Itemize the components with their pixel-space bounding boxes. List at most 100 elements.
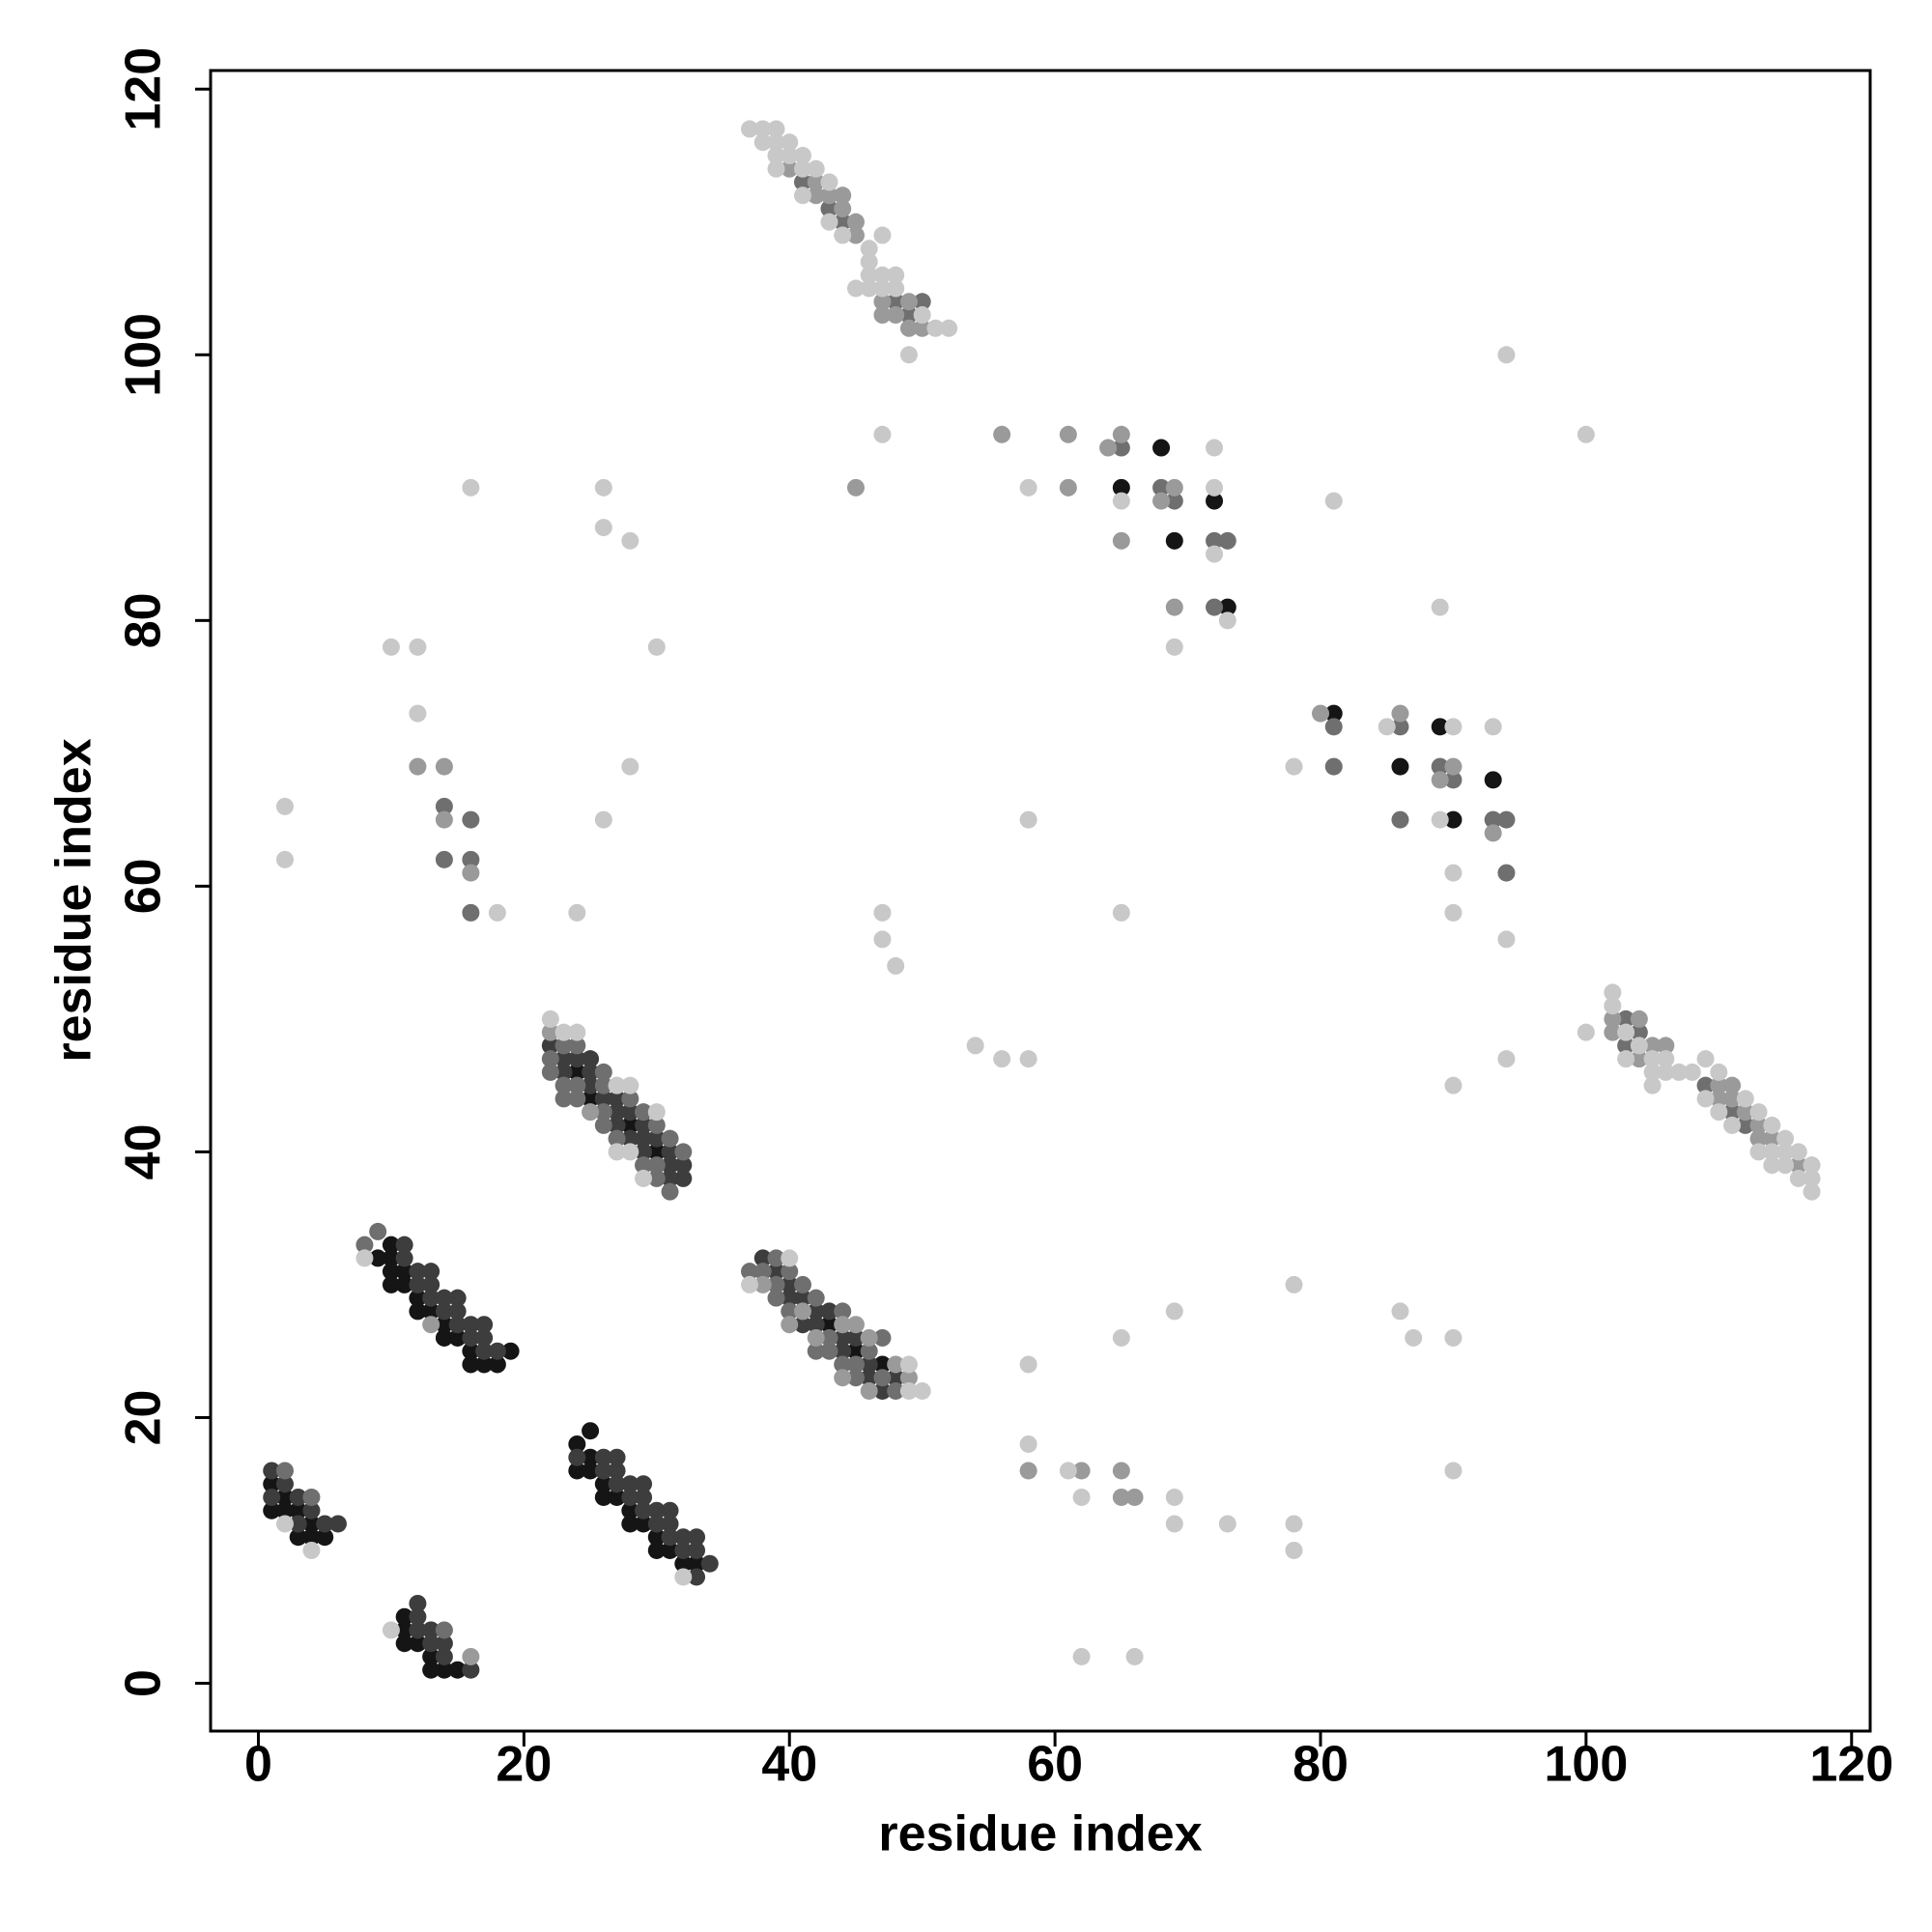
point [1630,1050,1648,1068]
point [661,1143,679,1161]
point [289,1488,307,1506]
point [1165,478,1183,497]
point [753,1275,772,1293]
point [1803,1182,1821,1201]
point [674,1169,693,1187]
point [1059,425,1077,443]
point [1484,718,1502,736]
point [263,1475,281,1493]
point [834,1355,852,1374]
point [316,1528,334,1547]
point [541,1009,559,1028]
point [647,1169,666,1187]
point [621,1501,639,1520]
point [781,1302,799,1321]
point [302,1515,321,1533]
point [554,1076,573,1094]
point [1112,439,1130,457]
point [554,1063,573,1081]
point [541,1023,559,1041]
y-tick-label: 80 [116,592,172,648]
point [767,1249,785,1267]
point [1789,1143,1807,1161]
point [1324,718,1343,736]
point [621,757,639,776]
point [1165,492,1183,510]
point [275,850,294,868]
point [860,1342,878,1360]
point [1497,864,1516,882]
point [554,1090,573,1108]
point [621,1475,639,1493]
point [1019,478,1037,497]
point [913,319,931,337]
point [846,1328,865,1347]
x-tick-label: 100 [1544,1737,1628,1793]
point [568,1063,586,1081]
point [568,1435,586,1453]
point [594,1448,612,1466]
point [635,1169,653,1187]
point [289,1501,307,1520]
point [793,173,811,191]
point [860,1369,878,1387]
point [409,1594,427,1612]
point [993,425,1011,443]
point [1776,1129,1795,1148]
point [1059,478,1077,497]
point [1763,1129,1781,1148]
point [1218,1515,1236,1533]
point [422,1621,440,1639]
point [422,1634,440,1653]
point [860,1355,878,1374]
point [846,213,865,231]
point [1206,545,1224,563]
point [554,1023,573,1041]
point [568,1090,586,1108]
point [1630,1023,1648,1041]
point [1444,864,1463,882]
point [382,1275,400,1293]
point [1604,997,1622,1015]
point [435,1634,453,1653]
point [781,1263,799,1281]
point [608,1448,626,1466]
point [448,1316,467,1334]
point [1072,1462,1091,1480]
point [899,346,918,364]
point [1072,1488,1091,1506]
point [488,903,506,922]
point [1484,771,1502,789]
point [913,1381,931,1400]
point [302,1488,321,1506]
point [582,1076,600,1094]
point [1604,983,1622,1002]
point [793,1316,811,1334]
point [263,1501,281,1520]
point [1723,1116,1742,1134]
point [462,864,480,882]
point [635,1129,653,1148]
point [753,120,772,138]
point [1206,598,1224,616]
point [807,1342,825,1360]
point [781,1289,799,1307]
point [674,1554,693,1573]
point [395,1634,413,1653]
point [1019,1050,1037,1068]
point [448,1661,467,1679]
point [1152,439,1171,457]
point [767,120,785,138]
point [1019,1462,1037,1480]
point [873,306,892,325]
point [1165,1515,1183,1533]
point [767,133,785,152]
point [608,1488,626,1506]
point [594,1475,612,1493]
point [1484,810,1502,829]
point [594,1076,612,1094]
point [1497,930,1516,949]
point [435,810,453,829]
x-tick-label: 60 [1027,1737,1083,1793]
point [608,1462,626,1480]
